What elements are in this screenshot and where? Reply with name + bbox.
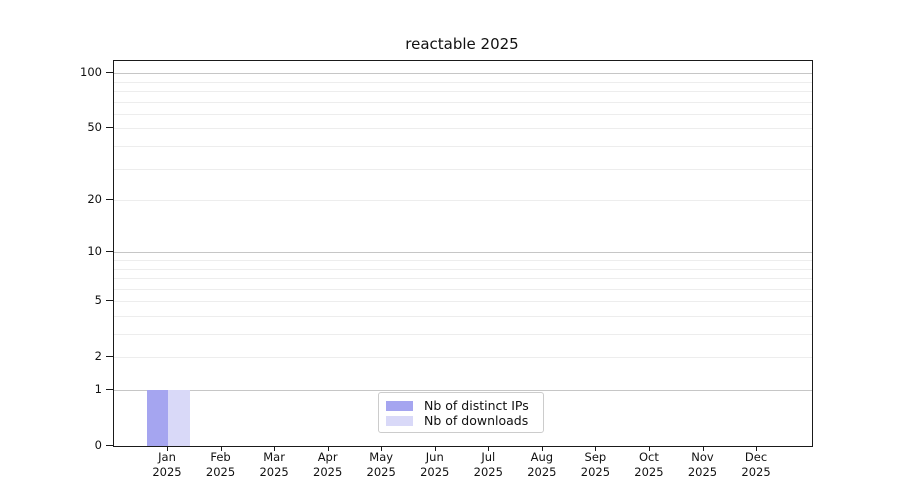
bar-downloads	[168, 390, 190, 446]
legend: Nb of distinct IPs Nb of downloads	[378, 392, 544, 433]
x-axis-tick-label: Oct 2025	[634, 450, 664, 479]
gridline-minor	[114, 81, 812, 83]
y-axis-tick	[106, 445, 113, 446]
gridline-major	[114, 390, 812, 392]
x-axis-tick	[220, 446, 222, 451]
gridline-minor	[114, 101, 812, 103]
y-axis-tick-label: 1	[94, 382, 102, 397]
x-axis-tick	[327, 446, 329, 451]
y-axis-tick	[106, 300, 113, 302]
legend-label: Nb of downloads	[424, 413, 529, 428]
y-axis-tick-label: 0	[94, 438, 102, 452]
gridline-minor	[114, 128, 812, 130]
x-axis-tick-label: Nov 2025	[687, 450, 718, 479]
x-axis-tick	[756, 446, 758, 451]
x-axis-tick	[702, 446, 704, 451]
y-axis-tick	[106, 356, 113, 358]
y-axis-tick	[106, 127, 113, 129]
y-axis-tick	[106, 199, 113, 201]
gridline-minor	[114, 334, 812, 336]
x-axis-tick-label: Aug 2025	[527, 450, 557, 479]
y-axis-tick-label: 5	[94, 293, 102, 308]
y-axis-tick-label: 100	[80, 65, 102, 80]
gridline-minor	[114, 301, 812, 303]
gridline-minor	[114, 288, 812, 290]
bar-distinct-ips	[146, 390, 168, 446]
gridline-minor	[114, 268, 812, 270]
x-axis-tick-label: Dec 2025	[741, 450, 771, 479]
y-axis-tick	[106, 72, 113, 74]
y-axis-tick-label: 2	[94, 349, 102, 364]
x-axis-tick	[381, 446, 383, 451]
gridline-minor	[114, 316, 812, 318]
y-axis-tick	[106, 251, 113, 253]
gridline-minor	[114, 200, 812, 202]
gridline-minor	[114, 260, 812, 262]
gridline-minor	[114, 168, 812, 170]
y-axis-tick-label: 50	[87, 120, 102, 135]
x-axis-tick-label: Jan 2025	[152, 450, 182, 479]
y-axis-tick	[106, 389, 113, 391]
chart-title: reactable 2025	[405, 35, 519, 53]
x-axis-tick	[167, 446, 168, 451]
legend-entry: Nb of distinct IPs	[386, 398, 534, 413]
plot-area	[113, 60, 813, 447]
x-axis-tick-label: May 2025	[366, 450, 396, 479]
legend-label: Nb of distinct IPs	[424, 398, 529, 413]
legend-swatch	[386, 415, 413, 426]
x-axis-tick	[274, 446, 276, 451]
legend-swatch	[386, 400, 413, 411]
gridline-minor	[114, 146, 812, 148]
x-axis-tick-label: Apr 2025	[313, 450, 343, 479]
legend-entry: Nb of downloads	[386, 413, 534, 428]
gridline-major	[114, 73, 812, 75]
x-axis-tick	[648, 446, 650, 451]
x-axis-tick	[595, 446, 597, 451]
x-axis-tick-label: Jun 2025	[420, 450, 450, 479]
gridline-major	[114, 252, 812, 254]
x-axis-tick	[488, 446, 490, 451]
x-axis-tick	[541, 446, 543, 451]
gridline-minor	[114, 357, 812, 359]
x-axis-tick-label: Jul 2025	[473, 450, 503, 479]
x-axis-tick-label: Sep 2025	[580, 450, 611, 479]
y-axis-tick-label: 10	[87, 244, 102, 259]
gridline-minor	[114, 91, 812, 93]
gridline-minor	[114, 114, 812, 116]
gridline-minor	[114, 278, 812, 280]
y-axis-tick-label: 20	[87, 192, 102, 207]
x-axis-tick-label: Mar 2025	[259, 450, 289, 479]
x-axis-tick	[434, 446, 436, 451]
x-axis-tick-label: Feb 2025	[205, 450, 236, 479]
